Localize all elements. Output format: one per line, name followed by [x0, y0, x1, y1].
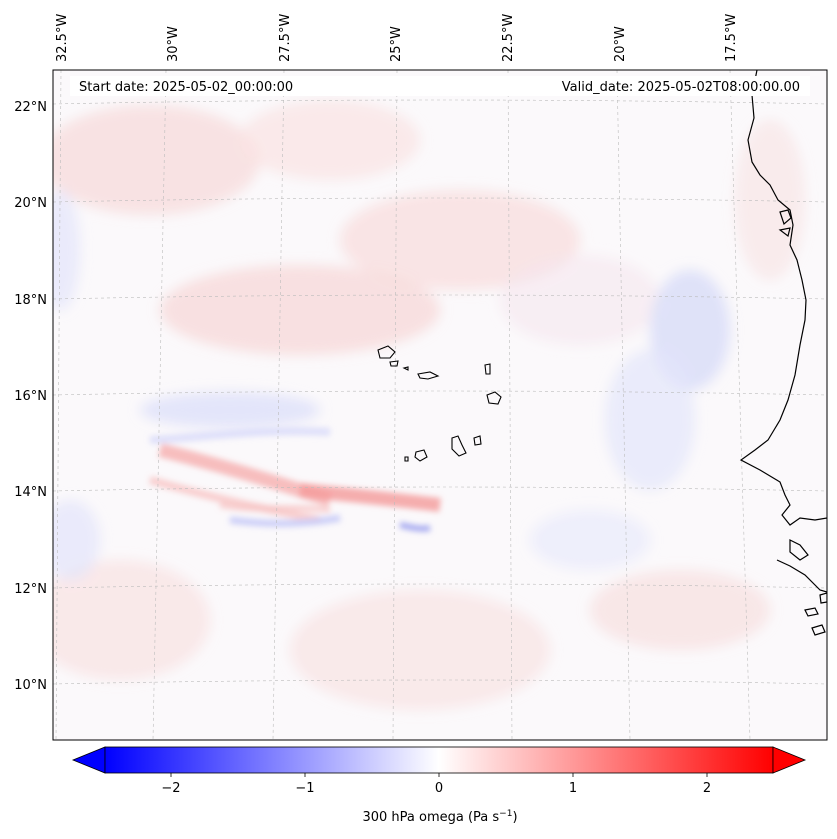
colorbar-tick-label: −2 — [161, 781, 180, 796]
field-blobs — [53, 100, 805, 710]
santo-antao — [377, 345, 396, 359]
lon-label: 27.5°W — [278, 14, 293, 62]
lat-label: 10°N — [14, 678, 47, 693]
valid-date: Valid_date: 2025-05-02T08:00:00.00 — [562, 80, 800, 95]
coast-inlet-1 — [779, 209, 792, 226]
lat-label: 12°N — [14, 582, 47, 597]
boa-vista — [486, 391, 502, 405]
lon-label: 22.5°W — [501, 14, 516, 62]
lon-label: 25°W — [389, 26, 404, 62]
coast-detail — [789, 539, 809, 561]
lon-label: 30°W — [166, 26, 181, 62]
santiago — [451, 435, 467, 457]
bijagos-2 — [811, 624, 826, 636]
cape-verde-islands — [377, 345, 502, 462]
field-bands — [148, 427, 441, 532]
date-banner — [70, 76, 810, 96]
fogo — [414, 449, 428, 462]
colorbar-tick-label: 0 — [435, 781, 443, 796]
omega-field: Start date: 2025-05-02_00:00:00 Valid_da… — [53, 70, 827, 740]
map-frame — [52, 69, 828, 741]
africa-coastline — [739, 70, 827, 593]
santa-luzia — [402, 366, 409, 371]
colorbar: −2 −1 0 1 2 300 hPa omega (Pa s−1) — [71, 746, 807, 825]
lat-label: 20°N — [14, 196, 47, 211]
colorbar-label: 300 hPa omega (Pa s−1) — [362, 809, 517, 825]
lon-label: 17.5°W — [724, 14, 739, 62]
maio — [473, 435, 482, 446]
brava — [404, 456, 409, 462]
lon-label: 32.5°W — [55, 14, 70, 62]
lat-label: 14°N — [14, 485, 47, 500]
colorbar-min-extend — [71, 746, 106, 774]
lat-label: 22°N — [14, 100, 47, 115]
coast-inlet-2 — [778, 227, 791, 238]
coastline — [739, 70, 827, 636]
colorbar-tick-label: −1 — [295, 781, 314, 796]
sao-vicente — [389, 360, 399, 367]
lat-label: 16°N — [14, 389, 47, 404]
lat-label: 18°N — [14, 293, 47, 308]
bijagos-1 — [804, 607, 819, 617]
sao-nicolau — [417, 371, 440, 380]
sal — [484, 363, 491, 375]
lon-label: 20°W — [613, 26, 628, 62]
colorbar-max-extend — [772, 746, 807, 774]
graticule — [53, 70, 827, 740]
bijagos-3 — [819, 592, 827, 604]
colorbar-tick-labels: −2 −1 0 1 2 — [161, 781, 711, 796]
colorbar-ticks — [170, 773, 708, 777]
latitude-labels: 22°N 20°N 18°N 16°N 14°N 12°N 10°N — [14, 100, 47, 693]
longitude-labels: 32.5°W 30°W 27.5°W 25°W 22.5°W 20°W 17.5… — [55, 14, 739, 62]
colorbar-tick-label: 1 — [569, 781, 577, 796]
colorbar-tick-label: 2 — [703, 781, 711, 796]
start-date: Start date: 2025-05-02_00:00:00 — [79, 80, 293, 95]
colorbar-gradient — [104, 746, 774, 774]
